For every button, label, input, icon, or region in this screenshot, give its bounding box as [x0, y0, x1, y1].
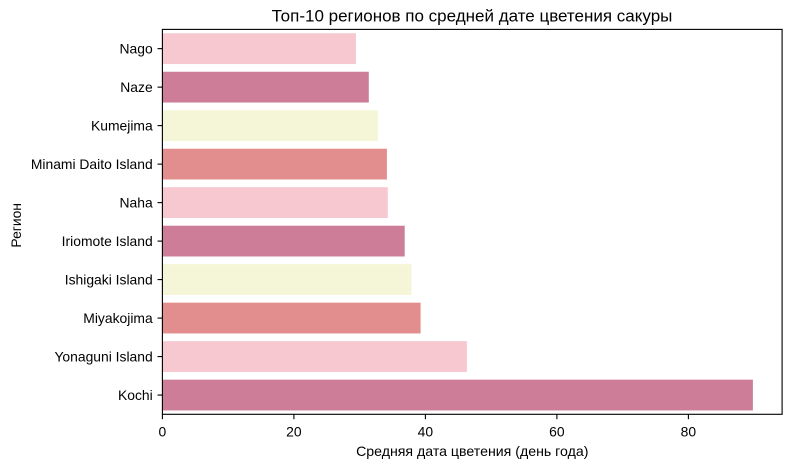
svg-text:20: 20	[286, 423, 302, 439]
svg-text:0: 0	[159, 423, 167, 439]
svg-text:80: 80	[681, 423, 697, 439]
svg-text:Naze: Naze	[120, 79, 153, 95]
svg-text:Miyakojima: Miyakojima	[83, 310, 153, 326]
svg-text:Kumejima: Kumejima	[91, 118, 153, 134]
svg-text:Топ-10 регионов по средней дат: Топ-10 регионов по средней дате цветения…	[272, 6, 673, 25]
svg-text:Kochi: Kochi	[118, 387, 153, 403]
svg-text:Yonaguni Island: Yonaguni Island	[54, 348, 152, 364]
svg-text:Ishigaki Island: Ishigaki Island	[65, 271, 153, 287]
svg-text:Minami Daito Island: Minami Daito Island	[31, 156, 153, 172]
svg-text:Naha: Naha	[120, 195, 153, 211]
svg-text:Регион: Регион	[8, 203, 24, 248]
svg-text:60: 60	[549, 423, 565, 439]
svg-text:Nago: Nago	[120, 41, 153, 57]
svg-text:Iriomote Island: Iriomote Island	[62, 233, 153, 249]
svg-text:Средняя дата цветения (день го: Средняя дата цветения (день года)	[356, 443, 588, 459]
svg-text:40: 40	[418, 423, 434, 439]
